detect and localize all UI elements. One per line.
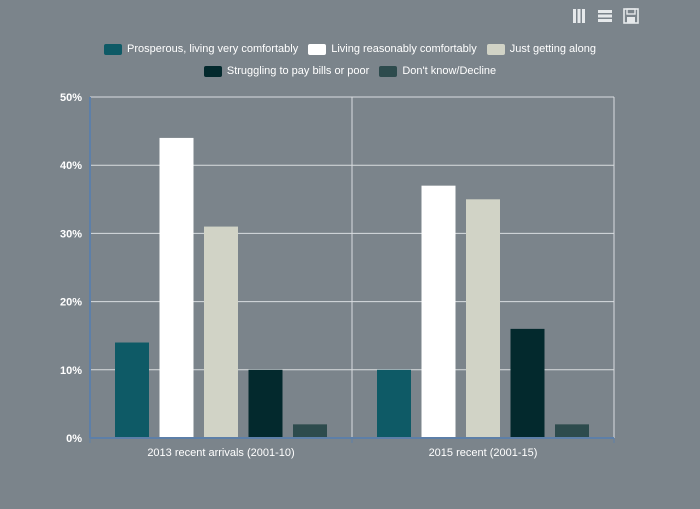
y-tick-label: 20% bbox=[60, 297, 82, 309]
x-tick-label: 2013 recent arrivals (2001-10) bbox=[147, 447, 294, 459]
legend-label: Living reasonably comfortably bbox=[331, 43, 477, 55]
y-tick-label: 40% bbox=[60, 160, 82, 172]
y-tick-label: 30% bbox=[60, 228, 82, 240]
bar bbox=[115, 342, 149, 438]
bar-chart-icon[interactable] bbox=[570, 7, 588, 25]
chart-legend: Prosperous, living very comfortably Livi… bbox=[0, 38, 700, 82]
list-view-icon[interactable] bbox=[596, 7, 614, 25]
bar bbox=[510, 328, 545, 438]
legend-swatch bbox=[379, 65, 398, 77]
bar bbox=[293, 424, 327, 438]
bar bbox=[377, 369, 411, 438]
bar bbox=[204, 226, 238, 438]
x-tick-label: 2015 recent (2001-15) bbox=[429, 447, 538, 459]
bar bbox=[159, 137, 194, 439]
legend-label: Don't know/Decline bbox=[402, 65, 497, 77]
legend-item-dont-know[interactable]: Don't know/Decline bbox=[379, 65, 496, 77]
legend-label: Just getting along bbox=[509, 43, 596, 55]
legend-label: Prosperous, living very comfortably bbox=[127, 43, 299, 55]
y-tick-label: 0% bbox=[66, 433, 82, 445]
legend-item-getting-along[interactable]: Just getting along bbox=[486, 43, 596, 55]
legend-item-reasonably-comfortable[interactable]: Living reasonably comfortably bbox=[308, 43, 477, 55]
legend-item-prosperous[interactable]: Prosperous, living very comfortably bbox=[104, 43, 298, 55]
save-icon[interactable] bbox=[622, 7, 640, 25]
bar bbox=[555, 424, 589, 438]
bar bbox=[466, 199, 500, 438]
toolbar bbox=[570, 7, 640, 25]
y-tick-label: 50% bbox=[60, 92, 82, 104]
legend-swatch bbox=[104, 43, 123, 55]
bar bbox=[248, 369, 283, 438]
legend-row-1: Prosperous, living very comfortably Livi… bbox=[0, 38, 700, 60]
bar bbox=[421, 185, 456, 438]
legend-swatch bbox=[308, 43, 327, 55]
legend-label: Struggling to pay bills or poor bbox=[226, 65, 370, 77]
legend-row-2: Struggling to pay bills or poor Don't kn… bbox=[0, 60, 700, 82]
legend-item-struggling[interactable]: Struggling to pay bills or poor bbox=[203, 65, 370, 77]
legend-swatch bbox=[486, 43, 505, 55]
legend-swatch bbox=[203, 65, 222, 77]
y-tick-label: 10% bbox=[60, 365, 82, 377]
